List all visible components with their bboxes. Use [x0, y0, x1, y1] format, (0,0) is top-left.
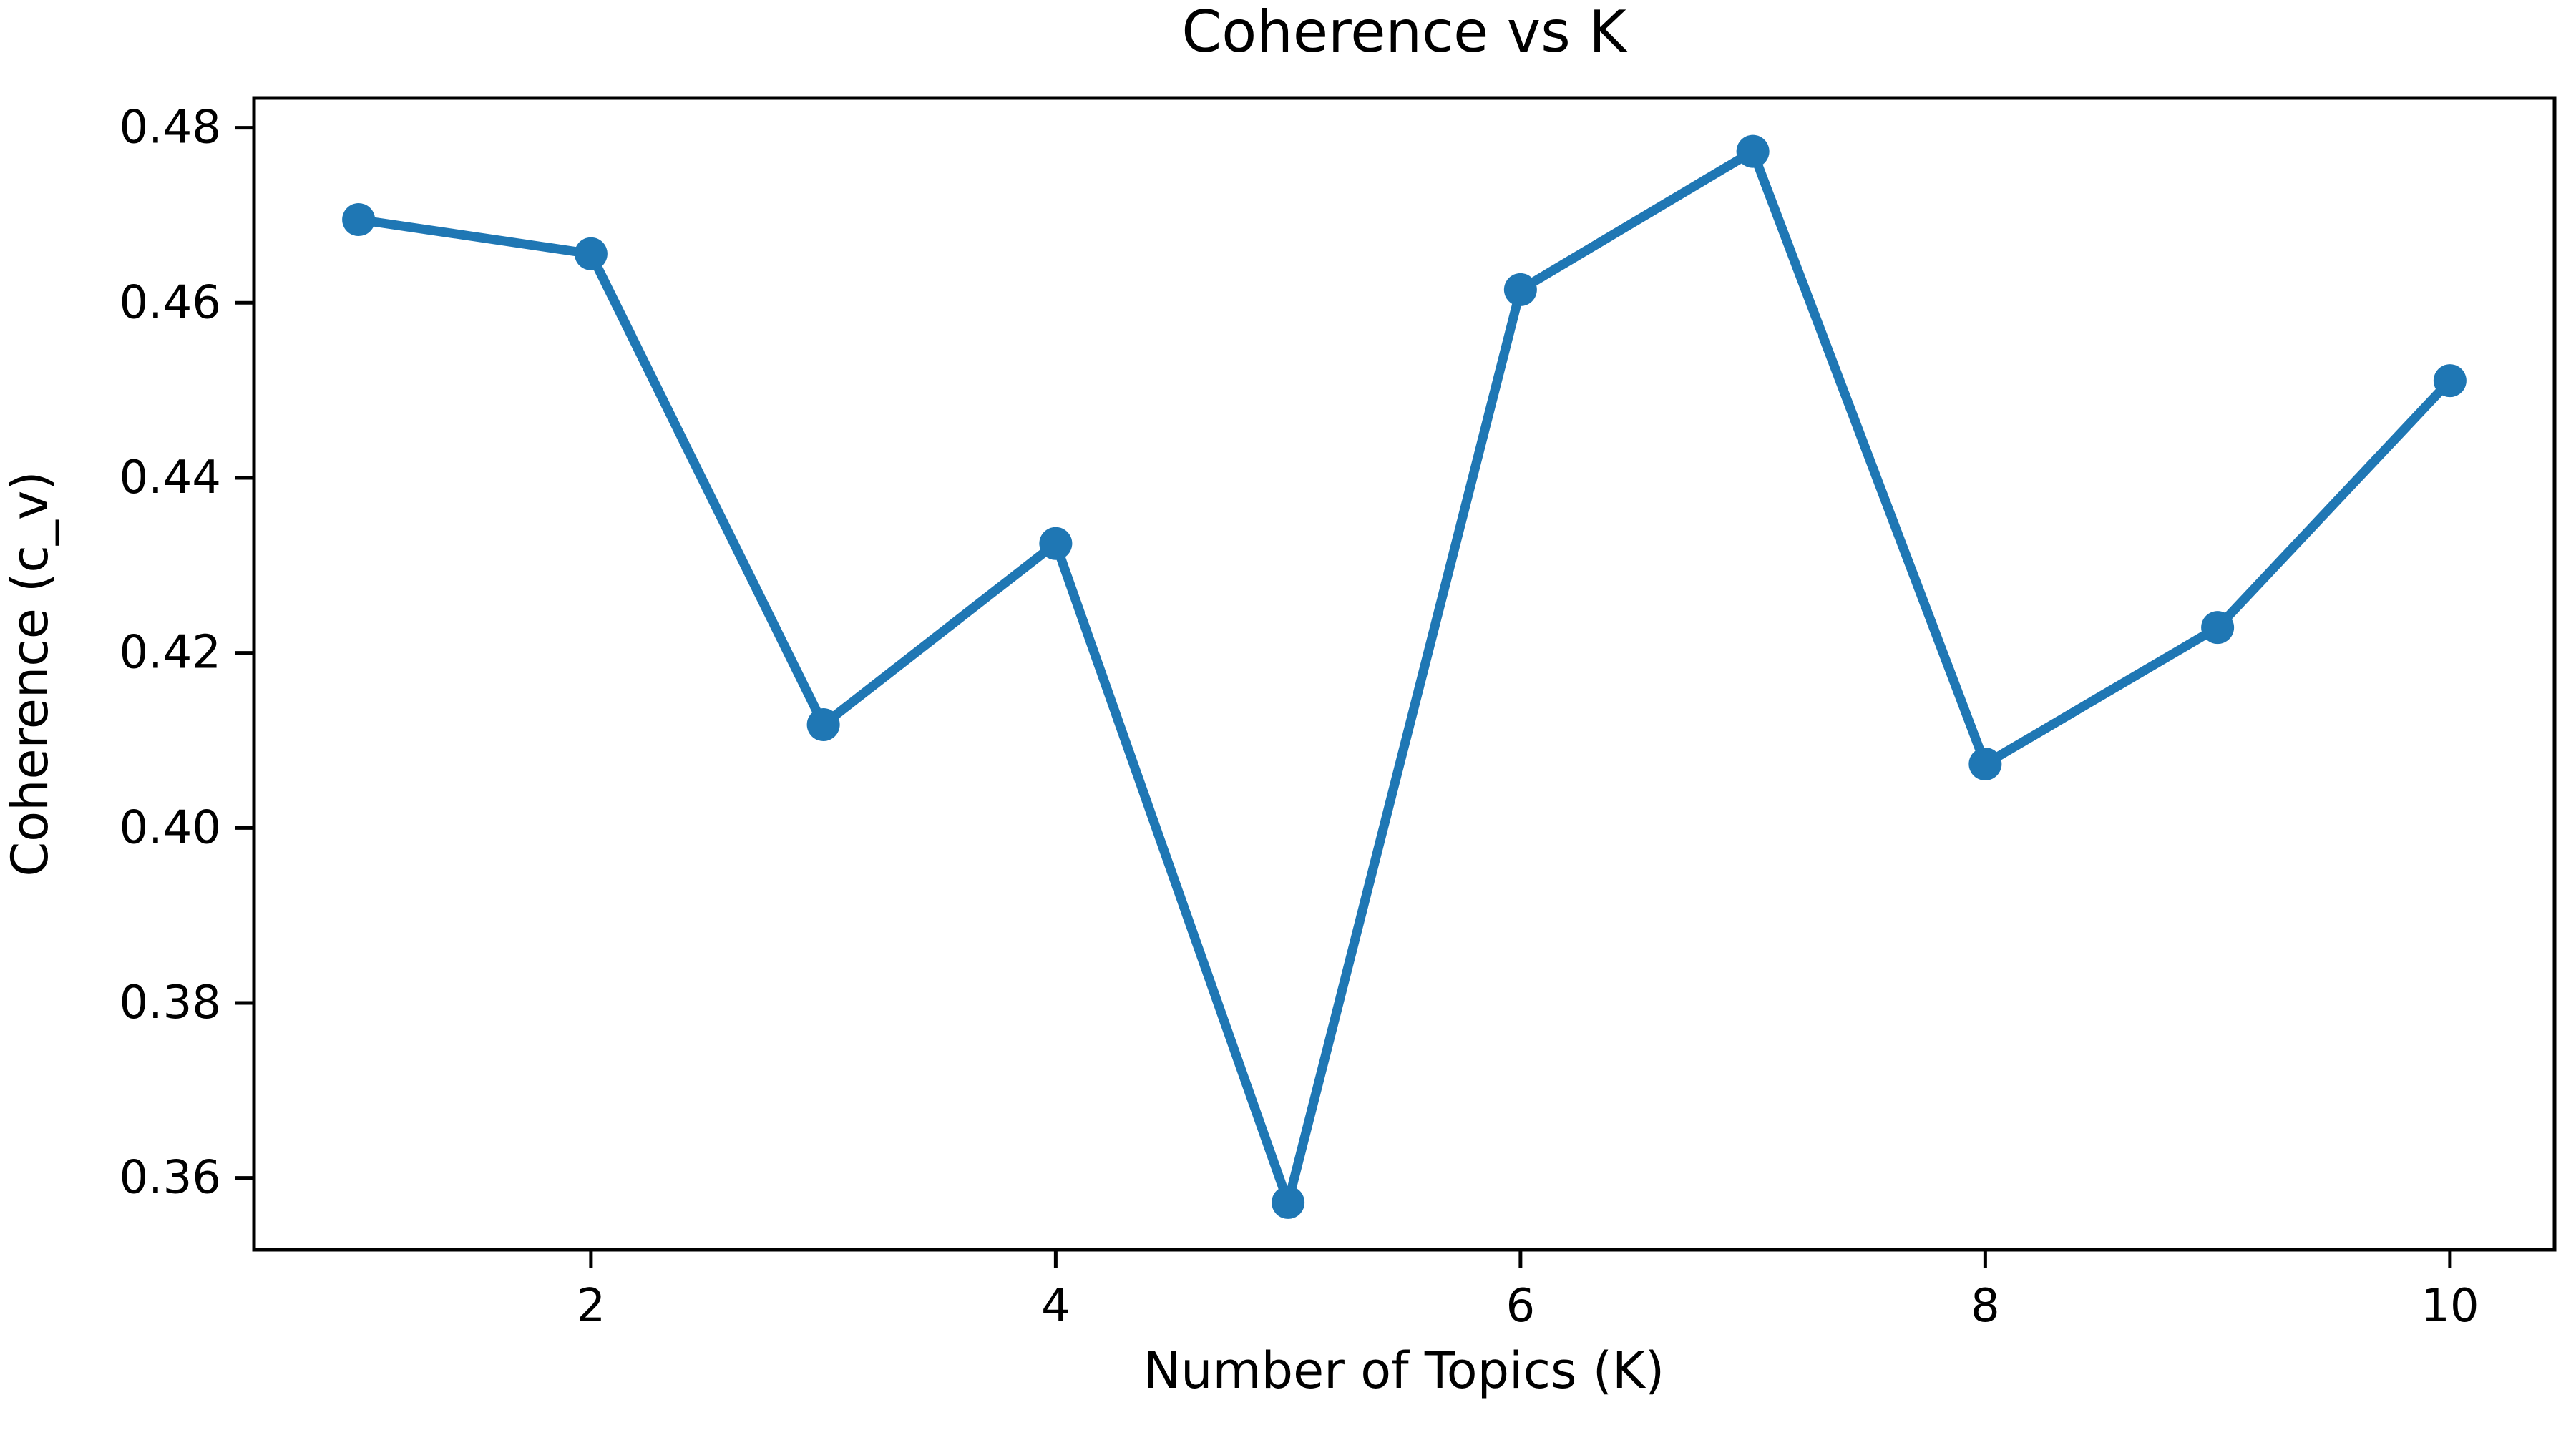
x-axis-label: Number of Topics (K): [1143, 1341, 1664, 1400]
data-point: [2433, 364, 2467, 398]
y-tick-label: 0.46: [119, 276, 222, 329]
data-point: [1968, 748, 2002, 781]
plot-area: [252, 96, 2557, 1252]
x-tick-label: 2: [577, 1280, 606, 1333]
series-line: [353, 147, 2455, 1208]
data-point: [342, 203, 376, 237]
x-tick-label: 6: [1506, 1280, 1536, 1333]
data-point: [574, 237, 608, 270]
y-tick-label: 0.48: [119, 102, 222, 155]
x-tick-label: 8: [1971, 1280, 2000, 1333]
data-point: [2201, 611, 2235, 645]
y-tick-label: 0.42: [119, 627, 222, 680]
x-tick-label: 4: [1041, 1280, 1070, 1333]
y-tick-label: 0.38: [119, 976, 222, 1029]
series-group: [342, 134, 2467, 1219]
y-axis-ticks: 0.36 0.38 0.40 0.42 0.44 0.46 0.48: [119, 102, 254, 1205]
x-tick-label: 10: [2421, 1280, 2479, 1333]
y-tick-label: 0.44: [119, 451, 222, 504]
data-point: [1736, 134, 1770, 168]
y-tick-label: 0.40: [119, 801, 222, 854]
data-point: [1503, 273, 1537, 306]
data-point: [1272, 1185, 1305, 1219]
y-axis-label: Coherence (c_v): [1, 471, 59, 876]
data-point: [806, 707, 840, 741]
chart-title: Coherence vs K: [1181, 0, 1628, 65]
data-point: [1039, 527, 1073, 560]
y-tick-label: 0.36: [119, 1152, 222, 1205]
x-axis-ticks: 2 4 6 8 10: [577, 1250, 2479, 1333]
